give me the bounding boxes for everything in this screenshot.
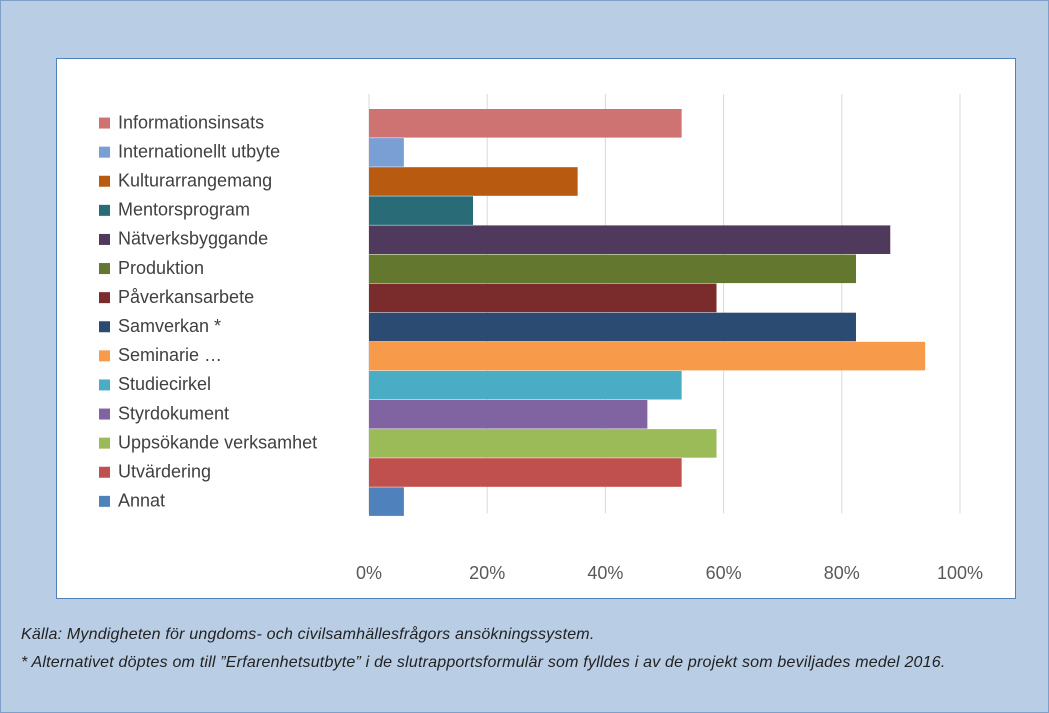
bar — [369, 196, 474, 225]
legend-swatch — [99, 233, 110, 245]
legend-label: Studiecirkel — [118, 374, 211, 394]
legend-swatch — [99, 175, 110, 187]
legend-swatch — [99, 117, 110, 129]
x-tick-label: 80% — [824, 563, 860, 583]
bar — [369, 429, 717, 458]
notes: Källa: Myndigheten för ungdoms- och civi… — [21, 621, 1036, 677]
legend-label: Internationellt utbyte — [118, 141, 280, 161]
bar — [369, 167, 578, 196]
bar — [369, 138, 404, 167]
bar — [369, 487, 404, 516]
x-tick-label: 40% — [587, 563, 623, 583]
bar — [369, 370, 682, 400]
x-tick-label: 100% — [937, 563, 983, 583]
legend-swatch — [99, 263, 110, 275]
legend-label: Annat — [118, 491, 165, 511]
legend-swatch — [99, 408, 110, 420]
bar — [369, 254, 856, 284]
legend-swatch — [99, 292, 110, 304]
source-note: Källa: Myndigheten för ungdoms- och civi… — [21, 626, 595, 643]
legend-swatch — [99, 204, 110, 216]
legend-label: Kulturarrangemang — [118, 171, 272, 191]
legend-swatch — [99, 437, 110, 449]
bar — [369, 458, 682, 487]
legend-label: Samverkan * — [118, 316, 221, 336]
legend-swatch — [99, 146, 110, 158]
bar — [369, 109, 682, 138]
x-tick-label: 60% — [706, 563, 742, 583]
bar — [369, 341, 926, 371]
legend-label: Informationsinsats — [118, 112, 264, 132]
legend-swatch — [99, 466, 110, 478]
footnote: * Alternativet döptes om till ”Erfarenhe… — [21, 654, 946, 671]
bar — [369, 400, 648, 429]
bar — [369, 283, 717, 313]
x-tick-label: 20% — [469, 563, 505, 583]
legend-swatch — [99, 495, 110, 507]
bar — [369, 312, 856, 342]
legend-label: Seminarie … — [118, 345, 222, 365]
legend-label: Produktion — [118, 258, 204, 278]
legend-swatch — [99, 321, 110, 333]
legend-label: Utvärdering — [118, 462, 211, 482]
legend-label: Styrdokument — [118, 403, 229, 423]
legend-swatch — [99, 350, 110, 362]
x-tick-label: 0% — [356, 563, 382, 583]
legend-label: Nätverksbyggande — [118, 229, 268, 249]
bar — [369, 225, 891, 254]
legend-label: Mentorsprogram — [118, 200, 250, 220]
legend-swatch — [99, 379, 110, 391]
legend-label: Uppsökande verksamhet — [118, 432, 317, 452]
chart: 0% 20% 40% 60% 80% 100% Informationsinsats Inte… — [56, 58, 1016, 599]
legend-label: Påverkansarbete — [118, 287, 254, 307]
